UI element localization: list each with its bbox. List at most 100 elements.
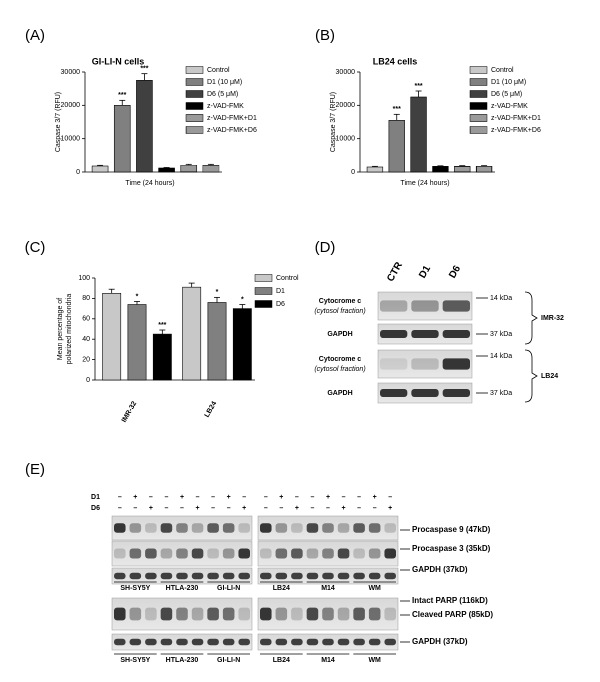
band xyxy=(442,330,470,338)
band-label: GAPDH (37kD) xyxy=(412,637,468,646)
band xyxy=(129,572,142,580)
band xyxy=(191,572,204,580)
legend-label: z-VAD-FMK+D1 xyxy=(207,115,257,122)
band xyxy=(411,300,439,312)
bar xyxy=(102,292,122,381)
band xyxy=(207,548,219,559)
significance-label: * xyxy=(216,289,219,296)
band xyxy=(380,389,408,397)
panel-label: (A) xyxy=(25,27,45,44)
significance-label: *** xyxy=(158,322,166,329)
band xyxy=(380,330,408,338)
treatment-sign: – xyxy=(118,505,122,512)
cell-line-label: LB24 xyxy=(273,585,290,592)
band xyxy=(275,572,288,580)
band xyxy=(176,607,188,621)
legend-swatch xyxy=(254,274,273,282)
band xyxy=(114,523,126,533)
cell-line-label: SH-SY5Y xyxy=(120,585,150,592)
treatment-sign: – xyxy=(357,494,361,501)
band xyxy=(411,389,439,397)
treatment-sign: – xyxy=(211,505,215,512)
band xyxy=(411,330,439,338)
legend-label: D6 xyxy=(276,301,285,308)
bar xyxy=(91,165,109,173)
treatment-sign: + xyxy=(373,494,377,501)
treatment-sign: – xyxy=(196,494,200,501)
legend-swatch xyxy=(469,114,488,122)
band xyxy=(275,607,288,621)
cell-line-label: HTLA-230 xyxy=(166,657,199,664)
bar xyxy=(152,333,172,381)
band xyxy=(114,572,126,580)
band xyxy=(145,548,157,559)
band xyxy=(207,607,219,621)
cell-line-label: WM xyxy=(368,585,381,592)
band xyxy=(145,572,157,580)
treatment-sign: + xyxy=(242,505,246,512)
band xyxy=(129,638,142,646)
y-tick-label: 30000 xyxy=(61,69,81,76)
cell-line-label: HTLA-230 xyxy=(166,585,199,592)
legend-swatch xyxy=(185,114,204,122)
band xyxy=(380,300,408,312)
treatment-sign: – xyxy=(326,505,330,512)
band xyxy=(291,523,303,533)
band xyxy=(353,572,365,580)
blot-row-label: Cytocrome c xyxy=(319,298,362,305)
treatment-sign: – xyxy=(310,505,314,512)
y-tick-label: 0 xyxy=(86,377,90,384)
treatment-sign: – xyxy=(264,505,268,512)
band xyxy=(160,548,173,559)
blot-row-label: Cytocrome c xyxy=(319,356,362,363)
treatment-sign: – xyxy=(164,505,168,512)
band-label: Procaspase 9 (47kD) xyxy=(412,525,491,534)
legend-label: D6 (5 μM) xyxy=(207,91,238,98)
blot-row-sublabel: (cytosol fraction) xyxy=(314,308,365,315)
legend-swatch xyxy=(254,287,273,295)
band-label: Intact PARP (116kD) xyxy=(412,596,488,605)
legend-label: D1 (10 μM) xyxy=(207,79,242,86)
band xyxy=(306,607,319,621)
treatment-sign: – xyxy=(342,494,346,501)
treatment-sign: – xyxy=(118,494,122,501)
bar xyxy=(475,166,493,173)
bar xyxy=(127,304,147,381)
band xyxy=(368,638,381,646)
band xyxy=(160,572,173,580)
x-axis-label: Time (24 hours) xyxy=(400,180,449,187)
y-tick-label: 20 xyxy=(82,356,90,363)
band xyxy=(337,572,350,580)
band xyxy=(368,572,381,580)
y-axis-label: Mean percentage of xyxy=(57,298,64,360)
treatment-sign: – xyxy=(373,505,377,512)
legend-label: D6 (5 μM) xyxy=(491,91,522,98)
cell-line-label: GI-LI-N xyxy=(217,657,240,664)
band-label: Procaspase 3 (35kD) xyxy=(412,544,491,553)
band xyxy=(238,523,250,533)
size-marker: 37 kDa xyxy=(490,390,512,397)
bar xyxy=(410,96,427,173)
bar xyxy=(232,308,252,381)
band xyxy=(322,607,334,621)
treatment-label: D6 xyxy=(91,505,100,512)
significance-label: *** xyxy=(393,106,401,113)
band xyxy=(191,607,204,621)
chart-title: GI-LI-N cells xyxy=(92,56,145,66)
bar xyxy=(366,166,384,173)
y-tick-label: 10000 xyxy=(336,136,356,143)
band xyxy=(384,523,396,533)
band xyxy=(380,358,408,370)
bar xyxy=(158,167,175,173)
band xyxy=(275,548,288,559)
band xyxy=(353,638,365,646)
bar xyxy=(180,165,198,173)
treatment-sign: – xyxy=(388,494,392,501)
band xyxy=(222,607,235,621)
band xyxy=(176,548,188,559)
bar xyxy=(207,302,227,381)
band xyxy=(275,523,288,533)
legend-swatch xyxy=(469,78,488,86)
panel-label: (B) xyxy=(315,27,335,44)
